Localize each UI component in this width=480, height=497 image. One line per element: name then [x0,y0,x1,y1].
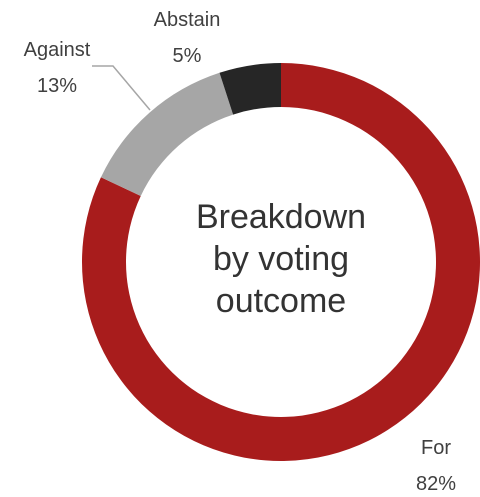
label-name-abstain: Abstain [154,9,221,31]
center-label-line-3: outcome [216,282,346,320]
center-label-line-1: Breakdown [196,198,366,236]
donut-slices [82,63,480,462]
label-value-for: 82% [416,473,456,495]
label-name-against: Against [24,39,91,61]
leader-lines [92,65,151,111]
slice-labels: Abstain 5% Against 13% For 82% [24,9,457,495]
slice-against [100,72,234,197]
leader-line-against [92,65,151,111]
center-label: Breakdown by voting outcome [196,198,366,320]
label-name-for: For [421,437,451,459]
label-value-abstain: 5% [173,45,202,67]
center-label-line-2: by voting [213,240,349,278]
slice-abstain [219,63,281,115]
label-value-against: 13% [37,75,77,97]
